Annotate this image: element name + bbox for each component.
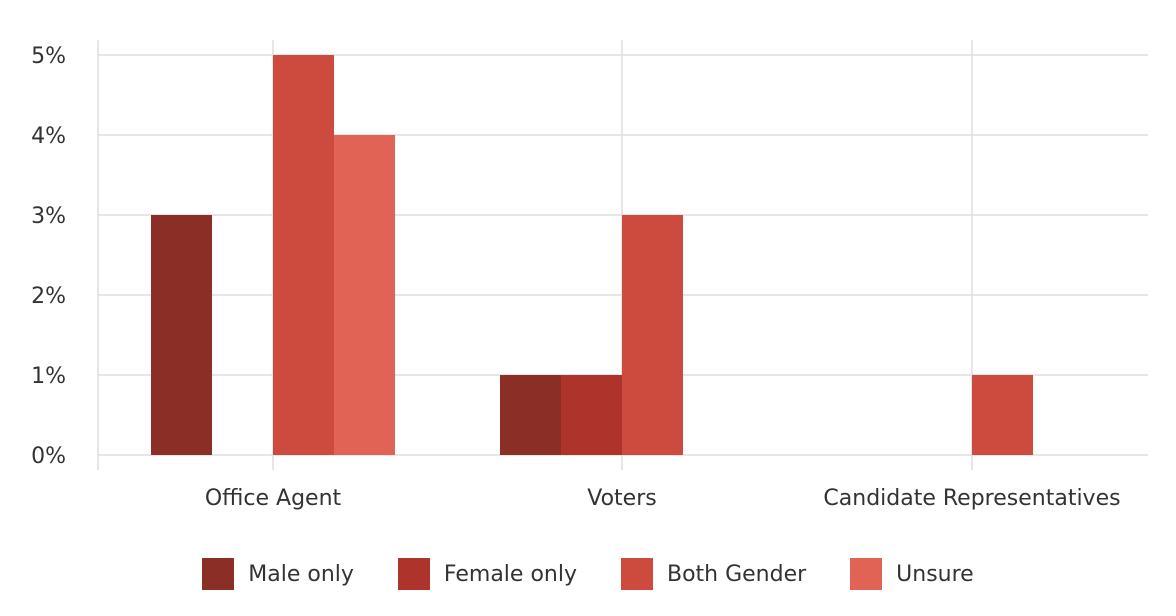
legend-swatch bbox=[202, 558, 235, 590]
legend-item: Female only bbox=[397, 558, 577, 590]
legend-label: Both Gender bbox=[666, 561, 807, 587]
legend-swatch bbox=[850, 558, 883, 590]
y-tick-label: 3% bbox=[31, 204, 66, 229]
legend-label: Unsure bbox=[896, 561, 974, 587]
legend: Male only Female only Both Gender Unsure bbox=[0, 552, 1176, 596]
legend-item: Both Gender bbox=[620, 558, 807, 590]
x-category-label: Voters bbox=[587, 486, 656, 511]
bar bbox=[500, 375, 561, 455]
legend-label: Male only bbox=[248, 561, 354, 587]
legend-item: Unsure bbox=[850, 558, 974, 590]
y-tick-label: 1% bbox=[31, 364, 66, 389]
y-tick-label: 2% bbox=[31, 284, 66, 309]
x-category-label: Candidate Representatives bbox=[823, 486, 1120, 511]
y-tick-label: 4% bbox=[31, 124, 66, 149]
x-axis-category-labels: Office Agent Voters Candidate Representati… bbox=[205, 486, 1121, 511]
bars bbox=[151, 55, 1033, 455]
bar bbox=[151, 215, 212, 455]
y-tick-label: 0% bbox=[31, 444, 66, 469]
bar bbox=[972, 375, 1033, 455]
bar bbox=[622, 215, 683, 455]
y-axis-tick-labels: 0% 1% 2% 3% 4% 5% bbox=[31, 44, 66, 469]
bar bbox=[273, 55, 334, 455]
legend-swatch bbox=[397, 558, 430, 590]
bar bbox=[334, 135, 395, 455]
y-tick-label: 5% bbox=[31, 44, 66, 69]
legend-swatch bbox=[620, 558, 653, 590]
bar bbox=[561, 375, 622, 455]
bar-chart: 0% 1% 2% 3% 4% 5% Office Agent Voters Candidate… bbox=[31, 40, 1148, 511]
legend-item: Male only bbox=[202, 558, 354, 590]
legend-label: Female only bbox=[443, 561, 577, 587]
x-category-label: Office Agent bbox=[205, 486, 342, 511]
